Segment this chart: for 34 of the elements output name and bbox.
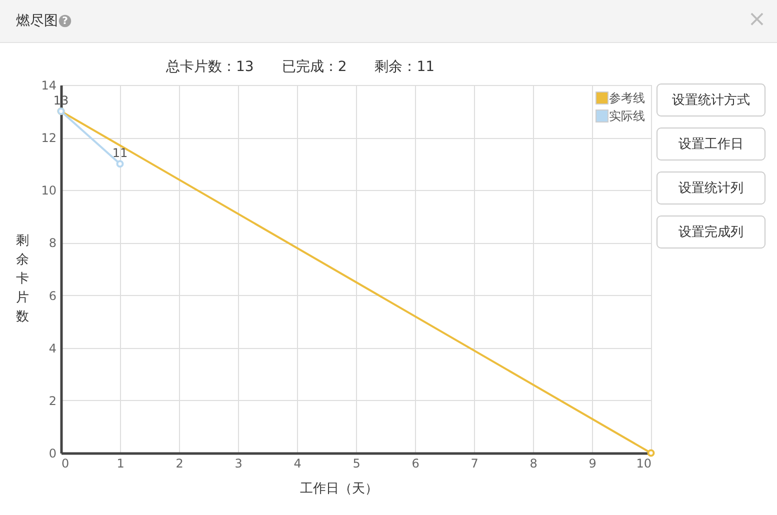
y-tick-label: 6	[48, 288, 56, 303]
text: ×	[748, 7, 766, 32]
y-tick-label: 10	[41, 184, 56, 198]
x-tick-label: 3	[234, 456, 242, 470]
data-label: 11	[112, 146, 128, 160]
x-tick-label: 10	[636, 456, 652, 470]
chart-title: 燃尽图	[16, 13, 58, 29]
x-tick-label: 1	[116, 456, 124, 470]
text: 设置统计列	[678, 181, 744, 196]
text: 设置完成列	[678, 224, 744, 240]
y-tick-label: 12	[41, 131, 56, 146]
x-tick-label: 9	[588, 456, 596, 470]
x-tick-label: 6	[412, 456, 420, 470]
point	[116, 160, 124, 168]
y-tick-label: 4	[48, 341, 56, 356]
y-axis-title: 剩余卡片数	[16, 234, 29, 324]
y-tick-label: 14	[41, 78, 56, 92]
y-tick-label: 8	[48, 236, 56, 250]
text: ?	[62, 16, 68, 27]
chart-subtitle: 总卡片数：13 已完成：2 剩余：11	[165, 59, 435, 75]
legend-label: 参考线	[609, 91, 645, 105]
x-tick-label: 4	[294, 456, 302, 470]
legend-label: 实际线	[609, 109, 645, 123]
x-axis-title: 工作日（天）	[300, 482, 378, 496]
y-tick-label: 0	[48, 446, 56, 460]
x-tick-label: 5	[352, 456, 360, 470]
x-tick-label: 2	[176, 456, 184, 470]
x-tick-label: 7	[470, 456, 478, 470]
text: 设置统计方式	[672, 92, 750, 108]
x-tick-label: 0	[62, 456, 70, 470]
text: 设置工作日	[678, 137, 744, 152]
y-tick-label: 2	[48, 394, 56, 408]
point	[647, 449, 655, 457]
x-tick-label: 8	[530, 456, 538, 470]
